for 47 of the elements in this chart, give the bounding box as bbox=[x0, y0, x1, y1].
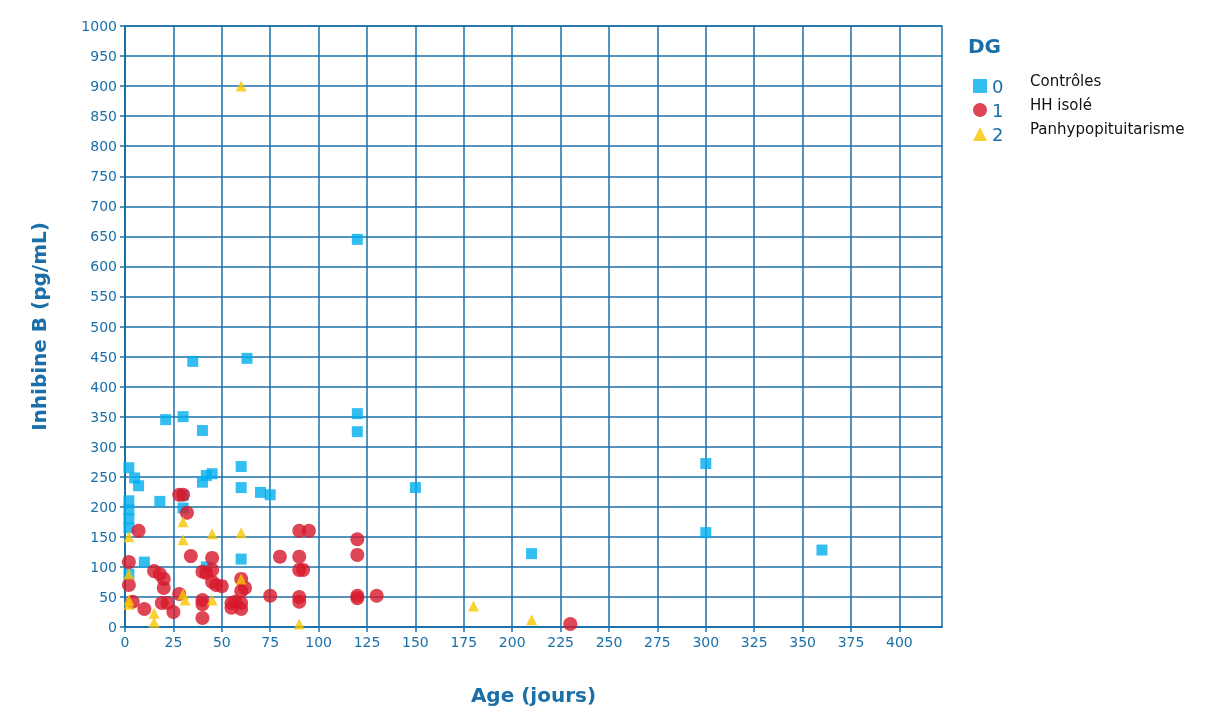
x-tick-label: 200 bbox=[498, 634, 526, 650]
y-tick-label: 600 bbox=[90, 258, 117, 275]
x-tick-label: 75 bbox=[261, 634, 280, 650]
y-tick-label: 350 bbox=[90, 408, 117, 425]
y-tick-label: 550 bbox=[90, 288, 117, 305]
legend-label: 2 bbox=[992, 123, 1004, 145]
y-tick-label: 850 bbox=[90, 108, 117, 125]
text: Contrôles bbox=[1030, 71, 1102, 90]
y-tick-label: 200 bbox=[90, 498, 117, 515]
x-tick-label: 0 bbox=[120, 634, 130, 650]
x-tick-label: 50 bbox=[212, 634, 231, 650]
x-tick-label: 300 bbox=[692, 634, 720, 650]
x-tick-label: 275 bbox=[644, 634, 671, 650]
x-tick-label: 250 bbox=[595, 634, 623, 650]
y-tick-label: 950 bbox=[90, 48, 117, 65]
x-tick-label: 225 bbox=[547, 634, 574, 650]
y-tick-label: 150 bbox=[90, 528, 117, 545]
y-tick-label: 900 bbox=[90, 78, 117, 95]
x-tick-label: 175 bbox=[450, 634, 478, 650]
y-tick-label: 250 bbox=[90, 468, 117, 485]
legend-label: 0 bbox=[992, 75, 1004, 97]
y-axis-title: Inhibine B (pg/mL) bbox=[27, 222, 51, 431]
x-tick-label: 25 bbox=[164, 634, 183, 650]
x-tick-label: 375 bbox=[837, 634, 865, 650]
x-tick-label: 350 bbox=[789, 634, 816, 650]
y-tick-label: 800 bbox=[90, 138, 117, 155]
y-tick-label: 100 bbox=[90, 558, 117, 575]
x-tick-label: 150 bbox=[402, 634, 429, 650]
x-tick-label: 400 bbox=[886, 634, 913, 650]
y-tick-label: 50 bbox=[99, 588, 117, 605]
x-tick-label: 325 bbox=[740, 634, 768, 650]
y-tick-label: 650 bbox=[90, 228, 117, 245]
y-tick-label: 0 bbox=[108, 619, 117, 635]
legend-label: 1 bbox=[992, 99, 1004, 121]
y-tick-label: 450 bbox=[90, 348, 117, 365]
x-tick-label: 100 bbox=[305, 634, 332, 650]
y-tick-label: 700 bbox=[90, 198, 117, 215]
y-tick-label: 750 bbox=[90, 168, 117, 185]
text: HH isolé bbox=[1030, 95, 1092, 114]
y-tick-label: 300 bbox=[90, 438, 117, 455]
x-axis-title: Age (jours) bbox=[470, 683, 597, 707]
y-tick-label: 1000 bbox=[81, 18, 117, 34]
text: Panhypopituitarisme bbox=[1030, 119, 1185, 138]
y-tick-label: 500 bbox=[90, 318, 117, 335]
legend-title: DG bbox=[968, 34, 1002, 58]
x-tick-label: 125 bbox=[353, 634, 381, 650]
y-tick-label: 400 bbox=[90, 378, 117, 395]
